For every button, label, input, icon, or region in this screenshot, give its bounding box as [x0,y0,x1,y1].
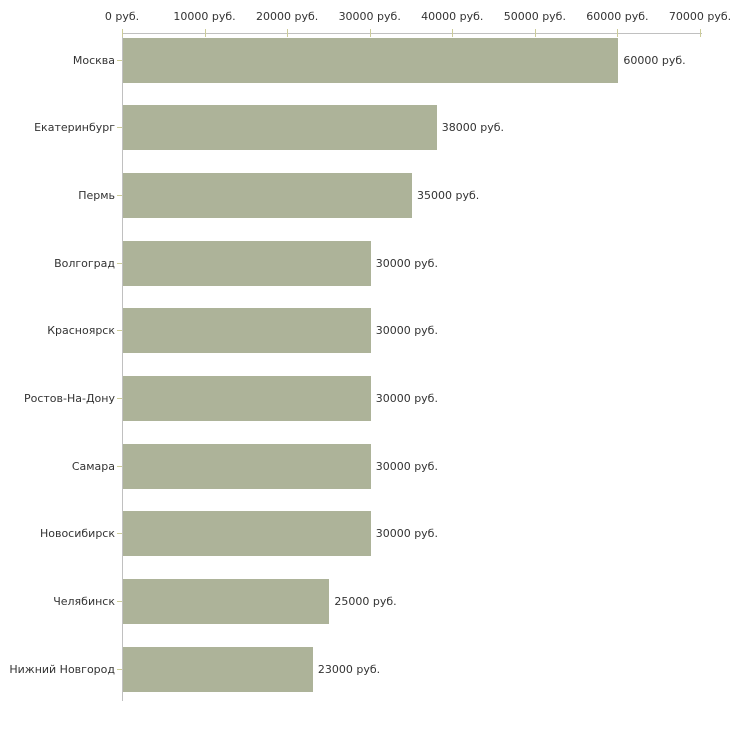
x-axis-line [122,33,702,34]
x-axis-tick-label: 30000 руб. [338,10,401,23]
bar [123,375,371,421]
bar-row: Новосибирск 30000 руб. [0,507,730,575]
y-axis-tick-mark [117,601,122,602]
bar-row: Ростов-На-Дону 30000 руб. [0,371,730,439]
bar-row: Челябинск 25000 руб. [0,575,730,643]
category-label: Волгоград [54,256,115,270]
y-axis-tick-mark [117,127,122,129]
x-axis-tick-mark [534,29,536,37]
bar [123,172,412,218]
value-label: 38000 руб. [441,121,505,135]
y-axis-tick-mark [117,668,122,670]
bar [123,37,619,83]
category-label: Самара [71,459,115,473]
category-label: Нижний Новгород [9,662,115,676]
bar [123,511,371,557]
bar-row: Нижний Новгород 23000 руб. [0,642,730,710]
value-label: 30000 руб. [375,391,438,405]
y-axis-tick-mark [117,465,122,467]
category-label: Екатеринбург [34,121,115,135]
bar [123,240,371,286]
plot-area: Москва 60000 руб. Екатеринбург 38000 руб. Пе… [0,33,730,710]
x-axis-tick-mark [287,29,289,37]
x-axis-tick-mark [617,29,619,37]
bar-row: Пермь 35000 руб. [0,168,730,236]
x-axis-tick-mark [700,29,701,37]
bar [123,443,371,489]
y-axis-tick-mark [117,330,122,332]
bar [123,105,437,151]
x-axis-tick-label: 70000 руб. [668,10,730,23]
bar [123,646,313,692]
x-axis-tick-mark [122,29,123,37]
bar-row: Волгоград 30000 руб. [0,236,730,304]
bar [123,579,330,624]
x-axis-tick-label: 0 руб. [104,10,140,23]
value-label: 35000 руб. [417,188,480,202]
y-axis-tick-mark [117,59,122,61]
bar-row: Красноярск 30000 руб. [0,304,730,372]
category-label: Пермь [78,188,115,202]
value-label: 30000 руб. [375,459,438,473]
value-label: 30000 руб. [375,527,438,541]
category-label: Новосибирск [39,527,115,541]
category-label: Красноярск [47,324,115,338]
value-label: 30000 руб. [375,256,438,270]
value-label: 60000 руб. [623,53,686,67]
x-axis-tick-label: 40000 руб. [421,10,484,23]
bar-row: Самара 30000 руб. [0,439,730,507]
x-axis-tick-label: 20000 руб. [256,10,319,23]
value-label: 30000 руб. [375,324,438,338]
y-axis-tick-mark [117,262,122,264]
category-label: Ростов-На-Дону [23,391,115,405]
y-axis-line [122,33,123,701]
y-axis-tick-mark [117,194,122,196]
bar-row: Екатеринбург 38000 руб. [0,101,730,169]
x-axis-tick-mark [452,29,454,37]
value-label: 23000 руб. [317,662,381,676]
category-label: Челябинск [53,595,115,608]
x-axis-tick-label: 10000 руб. [173,10,236,23]
value-label: 25000 руб. [334,595,397,608]
category-label: Москва [72,53,115,67]
x-axis-tick-mark [369,29,371,37]
y-axis-tick-mark [117,397,122,399]
x-axis-tick-mark [204,29,206,37]
y-axis-tick-mark [117,533,122,535]
bar-row: Москва 60000 руб. [0,33,730,101]
x-axis-tick-label: 60000 руб. [586,10,649,23]
bar [123,308,371,354]
x-axis-tick-label: 50000 руб. [503,10,566,23]
